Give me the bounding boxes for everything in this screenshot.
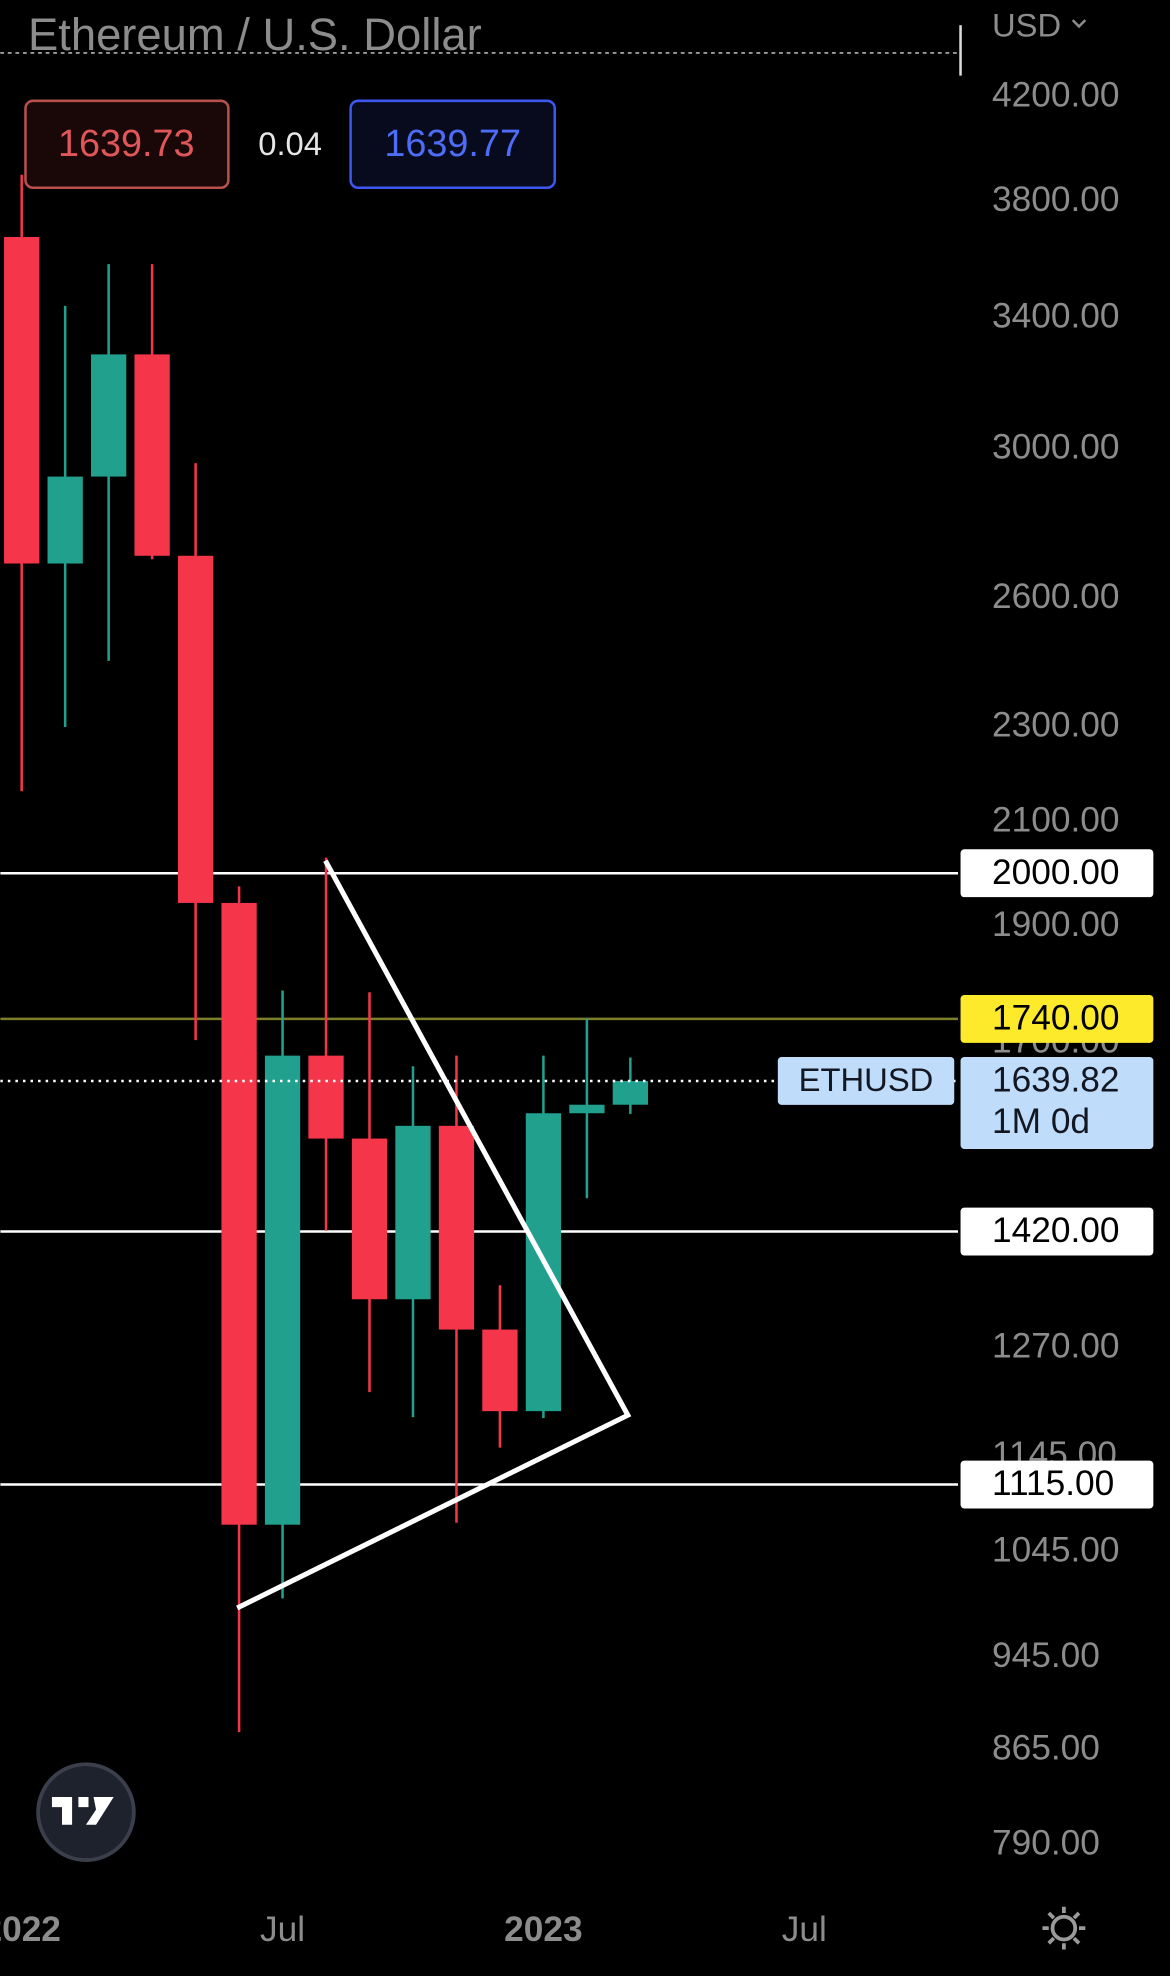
candle-body <box>221 902 257 1525</box>
currency-label[interactable]: USD <box>992 6 1061 43</box>
level-label: 1420.00 <box>992 1211 1119 1250</box>
symbol-box <box>777 1057 955 1105</box>
x-tick-label: 2023 <box>504 1910 582 1949</box>
candle-body <box>569 1104 605 1114</box>
candle-body <box>612 1080 649 1105</box>
chart-title: Ethereum / U.S. Dollar <box>28 9 482 60</box>
level-label-box <box>960 1207 1154 1256</box>
symbol-label: ETHUSD <box>799 1061 934 1098</box>
countdown-label: 1M 0d <box>992 1102 1090 1141</box>
settings-icon[interactable] <box>1042 1906 1086 1950</box>
last-price-box <box>960 1057 1154 1150</box>
x-tick-label: Jul <box>260 1910 305 1949</box>
currency-chevron[interactable] <box>1071 19 1087 29</box>
y-tick-label: 790.00 <box>992 1823 1100 1862</box>
spread: 0.04 <box>258 125 322 162</box>
y-tick-label: 3800.00 <box>992 180 1119 219</box>
drawings <box>236 859 632 1611</box>
bid-price[interactable]: 1639.73 <box>58 123 195 165</box>
candle-body <box>264 1055 301 1525</box>
candle-body <box>91 354 127 477</box>
y-tick-label: 2300.00 <box>992 705 1119 744</box>
level-label-box <box>960 849 1154 898</box>
y-tick-label: 1900.00 <box>992 905 1119 944</box>
tradingview-logo[interactable] <box>36 1762 136 1862</box>
candle-body <box>351 1138 388 1300</box>
y-tick-label: 3000.00 <box>992 427 1119 466</box>
candle-body <box>134 354 170 556</box>
last-price-label: 1639.82 <box>992 1061 1119 1100</box>
level-label: 1740.00 <box>992 998 1119 1037</box>
level-label: 1115.00 <box>992 1464 1114 1503</box>
y-tick-label: 4200.00 <box>992 75 1119 114</box>
x-tick-label: 2022 <box>0 1910 61 1949</box>
ask-box[interactable] <box>349 99 557 190</box>
bid-box[interactable] <box>24 99 230 190</box>
y-tick-label: 945.00 <box>992 1636 1100 1675</box>
y-tick-label: 3400.00 <box>992 296 1119 335</box>
triangle-pattern <box>236 859 632 1611</box>
candle-body <box>438 1125 475 1330</box>
y-axis: 4200.00 3800.00 3400.00 3000.00 2600.00 2300.… <box>777 75 1154 1862</box>
y-tick-label: 2100.00 <box>992 800 1119 839</box>
candle-body <box>482 1329 518 1412</box>
level-label-box <box>960 1460 1154 1509</box>
candle-body <box>308 1055 344 1139</box>
y-tick-label: 2600.00 <box>992 577 1119 616</box>
plot-area <box>0 174 959 1733</box>
y-tick-label: 1045.00 <box>992 1531 1119 1570</box>
x-tick-label: Jul <box>782 1910 827 1949</box>
level-label: 2000.00 <box>992 853 1119 892</box>
y-tick-label: 865.00 <box>992 1728 1100 1767</box>
y-tick-label: 1270.00 <box>992 1327 1119 1366</box>
candle-body <box>47 476 83 564</box>
level-label-box <box>960 994 1154 1043</box>
candle-body <box>177 555 214 903</box>
ask-price[interactable]: 1639.77 <box>384 123 521 165</box>
candle-body <box>4 236 40 564</box>
candle-body <box>395 1125 431 1300</box>
